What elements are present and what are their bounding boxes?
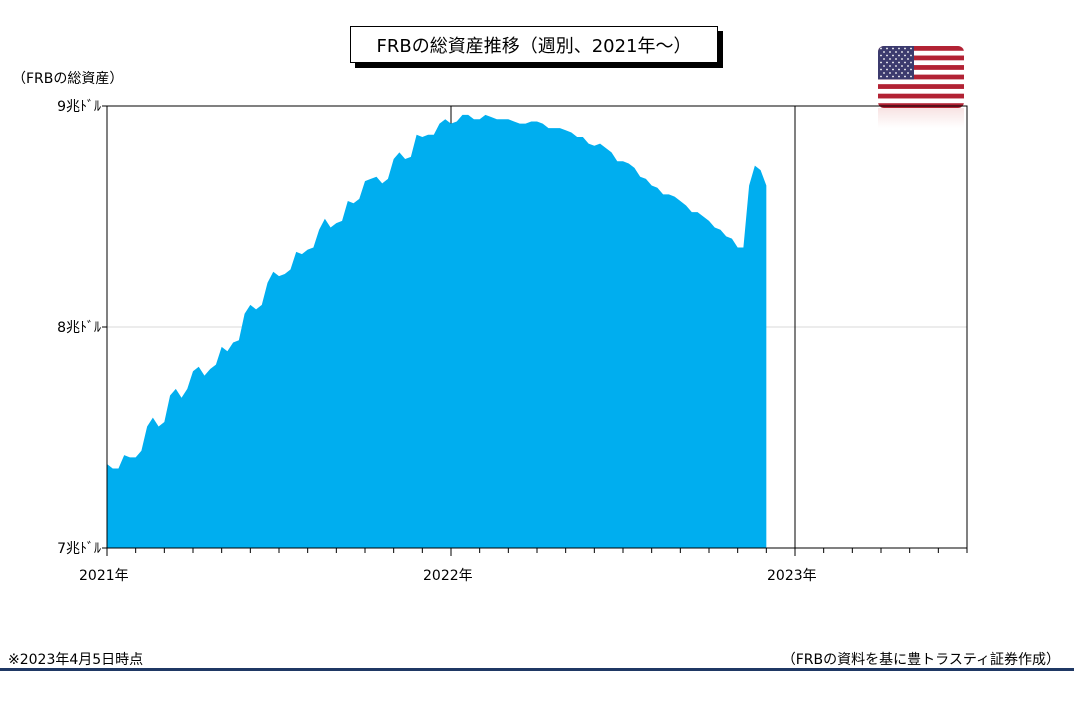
y-tick-label: 7兆ﾄﾞﾙ xyxy=(57,541,101,557)
y-tick-label: 9兆ﾄﾞﾙ xyxy=(57,99,101,115)
x-tick-label: 2022年 xyxy=(423,568,473,584)
footer-divider xyxy=(0,668,1074,671)
y-tick-label: 8兆ﾄﾞﾙ xyxy=(57,320,101,336)
x-tick-label: 2021年 xyxy=(79,568,129,584)
chart-title: FRBの総資産推移（週別、2021年～） xyxy=(350,26,718,63)
y-axis-unit-label: （FRBの総資産） xyxy=(12,71,124,87)
asset-area-series xyxy=(107,114,767,548)
footnote-date: ※2023年4月5日時点 xyxy=(8,652,144,668)
x-tick-label: 2023年 xyxy=(767,568,817,584)
source-note: （FRBの資料を基に豊トラスティ証券作成） xyxy=(781,652,1060,668)
